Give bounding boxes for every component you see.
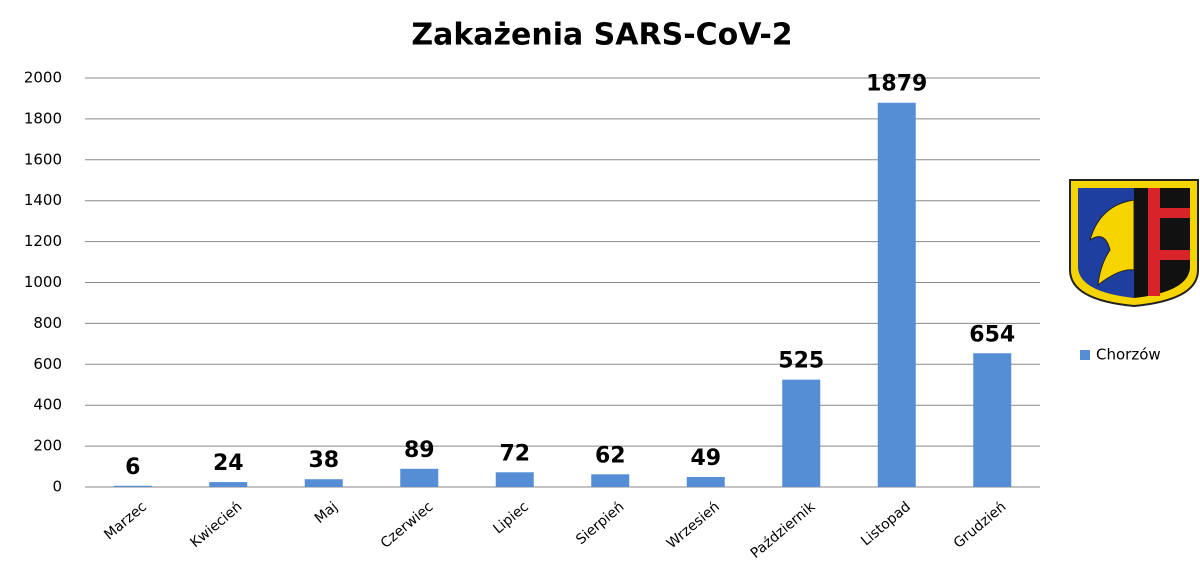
x-tick-label: Kwiecień <box>187 499 245 551</box>
data-label: 49 <box>690 446 721 471</box>
y-tick-label: 1000 <box>24 273 62 291</box>
x-tick-label: Listopad <box>858 499 914 549</box>
coat-of-arms <box>1069 179 1199 308</box>
data-label: 525 <box>778 349 824 374</box>
bar <box>400 468 439 487</box>
bar <box>591 474 630 487</box>
y-tick-label: 600 <box>33 355 62 373</box>
y-tick-label: 1600 <box>24 150 62 168</box>
x-tick-label: Marzec <box>101 499 150 543</box>
data-label: 1879 <box>866 72 927 97</box>
y-tick-label: 1200 <box>24 232 62 250</box>
bar <box>304 479 343 487</box>
y-tick-label: 1400 <box>24 191 62 209</box>
x-tick-label: Grudzień <box>951 499 1010 552</box>
data-label: 62 <box>595 443 626 468</box>
data-label: 38 <box>308 448 339 473</box>
x-tick-label: Wrzesień <box>664 499 723 552</box>
bar <box>495 472 534 487</box>
x-tick-label: Październik <box>748 498 819 562</box>
y-tick-label: 0 <box>52 478 62 496</box>
y-tick-label: 200 <box>33 437 62 455</box>
x-tick-label: Maj <box>312 499 341 527</box>
legend-label: Chorzów <box>1096 346 1161 364</box>
data-label: 24 <box>213 451 244 476</box>
y-tick-label: 400 <box>33 396 62 414</box>
chart-title: Zakażenia SARS-CoV-2 <box>411 18 792 53</box>
x-tick-label: Lipiec <box>490 499 532 537</box>
legend-swatch <box>1080 350 1090 360</box>
y-tick-label: 800 <box>33 314 62 332</box>
data-label: 654 <box>969 322 1015 347</box>
bar <box>209 482 248 487</box>
bar <box>113 485 152 487</box>
y-tick-label: 2000 <box>24 69 62 87</box>
y-tick-label: 1800 <box>24 109 62 127</box>
x-tick-label: Czerwiec <box>378 499 437 552</box>
data-label: 6 <box>125 455 140 480</box>
data-label: 72 <box>499 441 530 466</box>
x-tick-label: Sierpień <box>573 499 627 548</box>
bar <box>973 353 1012 487</box>
bar <box>782 379 821 487</box>
data-label: 89 <box>404 438 435 463</box>
bar <box>686 476 725 487</box>
bar <box>877 102 916 487</box>
